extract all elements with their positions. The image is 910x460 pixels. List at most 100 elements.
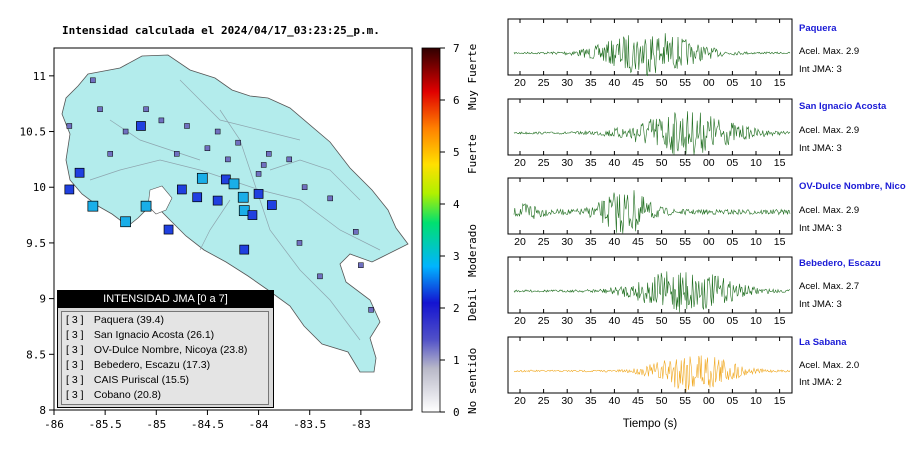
- seismo-tick-label: 20: [514, 157, 526, 169]
- seismo-tick-label: 05: [727, 236, 739, 248]
- seismogram-panel: 20 25 30 35 40 45 50 55 00 05 10 15: [507, 177, 793, 248]
- seismo-tick-label: 10: [750, 315, 762, 327]
- station-marker-small: [235, 139, 241, 146]
- seismo-tick-label: 15: [774, 395, 786, 407]
- colorbar-label-moderado: Moderado: [466, 224, 479, 277]
- station-marker: [74, 167, 85, 178]
- seismo-tick-label: 20: [514, 236, 526, 248]
- station-int-jma: Int JMA: 3: [799, 64, 842, 75]
- station-name-bebedero: Bebedero, Escazu: [799, 258, 881, 269]
- station-marker: [212, 195, 223, 206]
- station-marker: [136, 121, 146, 131]
- seismo-xlabel: Tiempo (s): [623, 418, 678, 430]
- seismo-tick-label: 00: [703, 395, 715, 407]
- station-marker-small: [66, 123, 73, 129]
- station-acel-max: Acel. Max. 2.0: [799, 360, 860, 371]
- lon-tick-label: -84.5: [191, 418, 224, 431]
- seismo-tick-label: 25: [538, 315, 550, 327]
- seismogram-frame: [507, 98, 793, 156]
- lon-tick-label: -86: [44, 418, 64, 431]
- seismogram-trace: [513, 355, 791, 392]
- road-line: [269, 159, 361, 201]
- lon-tick-label: -85: [146, 418, 166, 431]
- seismo-tick-label: 30: [561, 395, 573, 407]
- seismo-tick-label: 45: [632, 77, 644, 89]
- colorbar-tick-label: 5: [453, 146, 460, 159]
- lat-tick-label: 10.5: [20, 126, 47, 139]
- station-marker: [192, 192, 203, 203]
- station-marker: [253, 189, 264, 199]
- station-marker-small: [204, 145, 211, 151]
- legend-entry: [ 3 ] Paquera (39.4): [66, 314, 164, 326]
- lat-tick-label: 11: [33, 70, 46, 83]
- station-marker-small: [327, 195, 333, 202]
- seismo-tick-label: 00: [703, 77, 715, 89]
- seismo-tick-label: 40: [609, 395, 621, 407]
- colorbar-label-fuerte: Fuerte: [466, 134, 479, 174]
- legend-entry: [ 3 ] OV-Dulce Nombre, Nicoya (23.8): [66, 344, 248, 356]
- colorbar-label-muy-fuerte: Muy Fuerte: [466, 43, 479, 110]
- seismo-tick-label: 00: [703, 157, 715, 169]
- seismo-tick-label: 30: [561, 315, 573, 327]
- station-marker-small: [214, 128, 221, 135]
- seismo-tick-label: 35: [585, 315, 597, 327]
- lon-tick-label: -83: [351, 418, 371, 431]
- seismo-tick-label: 00: [703, 315, 715, 327]
- station-int-jma: Int JMA: 2: [799, 377, 842, 388]
- seismo-tick-label: 50: [656, 157, 668, 169]
- seismo-tick-label: 10: [750, 77, 762, 89]
- station-marker-small: [158, 117, 165, 124]
- seismo-tick-label: 25: [538, 395, 550, 407]
- station-int-jma: Int JMA: 3: [799, 143, 842, 154]
- colorbar-tick-label: 7: [453, 42, 460, 55]
- colorbar-tick-label: 1: [453, 354, 460, 367]
- seismo-tick-label: 40: [609, 315, 621, 327]
- intensity-legend: INTENSIDAD JMA [0 a 7] [ 3 ] Paquera (39…: [57, 290, 274, 408]
- seismogram-frame: [507, 336, 793, 394]
- station-marker: [64, 184, 75, 195]
- lon-tick-label: -85.5: [89, 418, 122, 431]
- station-marker-small: [97, 106, 103, 113]
- colorbar-label-no-sentido: No sentido: [466, 347, 479, 414]
- station-marker-small: [286, 156, 293, 163]
- lat-tick-label: 9: [39, 293, 46, 306]
- station-marker-small: [107, 151, 114, 157]
- station-marker-small: [143, 106, 149, 113]
- station-marker: [120, 216, 131, 228]
- seismogram-panel: 20 25 30 35 40 45 50 55 00 05 10 15: [507, 336, 793, 407]
- seismo-tick-label: 10: [750, 157, 762, 169]
- colorbar-tick-label: 0: [453, 406, 460, 419]
- lat-tick-label: 8.5: [26, 348, 46, 361]
- seismogram-frame: [507, 256, 793, 314]
- station-marker: [163, 224, 174, 235]
- seismo-tick-label: 10: [750, 395, 762, 407]
- station-name-paquera: Paquera: [799, 23, 837, 34]
- station-marker: [140, 200, 152, 212]
- station-marker: [228, 178, 240, 190]
- seismo-tick-label: 25: [538, 157, 550, 169]
- seismo-tick-label: 20: [514, 395, 526, 407]
- seismo-tick-label: 30: [561, 157, 573, 169]
- seismogram-panels: 20 25 30 35 40 45 50 55 00 05 10 15 20 25 30 35 40 45 50 55…: [507, 18, 793, 430]
- colorbar-tick-label: 6: [453, 94, 460, 107]
- legend-list: [ 3 ] Paquera (39.4) [ 3 ] San Ignacio A…: [61, 311, 269, 405]
- seismo-tick-label: 15: [774, 315, 786, 327]
- lon-tick-label: -83.5: [293, 418, 326, 431]
- road-line: [219, 109, 361, 341]
- road-line: [179, 79, 301, 141]
- seismogram-trace: [513, 271, 791, 313]
- seismo-tick-label: 55: [679, 77, 691, 89]
- seismo-tick-label: 45: [632, 315, 644, 327]
- colorbar-label-debil: Debil: [466, 287, 479, 321]
- seismo-tick-label: 35: [585, 236, 597, 248]
- legend-entry: [ 3 ] CAIS Puriscal (15.5): [66, 374, 190, 386]
- seismo-tick-label: 55: [679, 395, 691, 407]
- seismo-tick-label: 15: [774, 236, 786, 248]
- seismo-tick-label: 55: [679, 157, 691, 169]
- station-marker: [196, 172, 208, 184]
- seismo-tick-label: 10: [750, 236, 762, 248]
- seismo-tick-label: 50: [656, 77, 668, 89]
- station-marker: [87, 200, 99, 212]
- seismo-tick-label: 05: [727, 395, 739, 407]
- seismo-tick-label: 35: [585, 77, 597, 89]
